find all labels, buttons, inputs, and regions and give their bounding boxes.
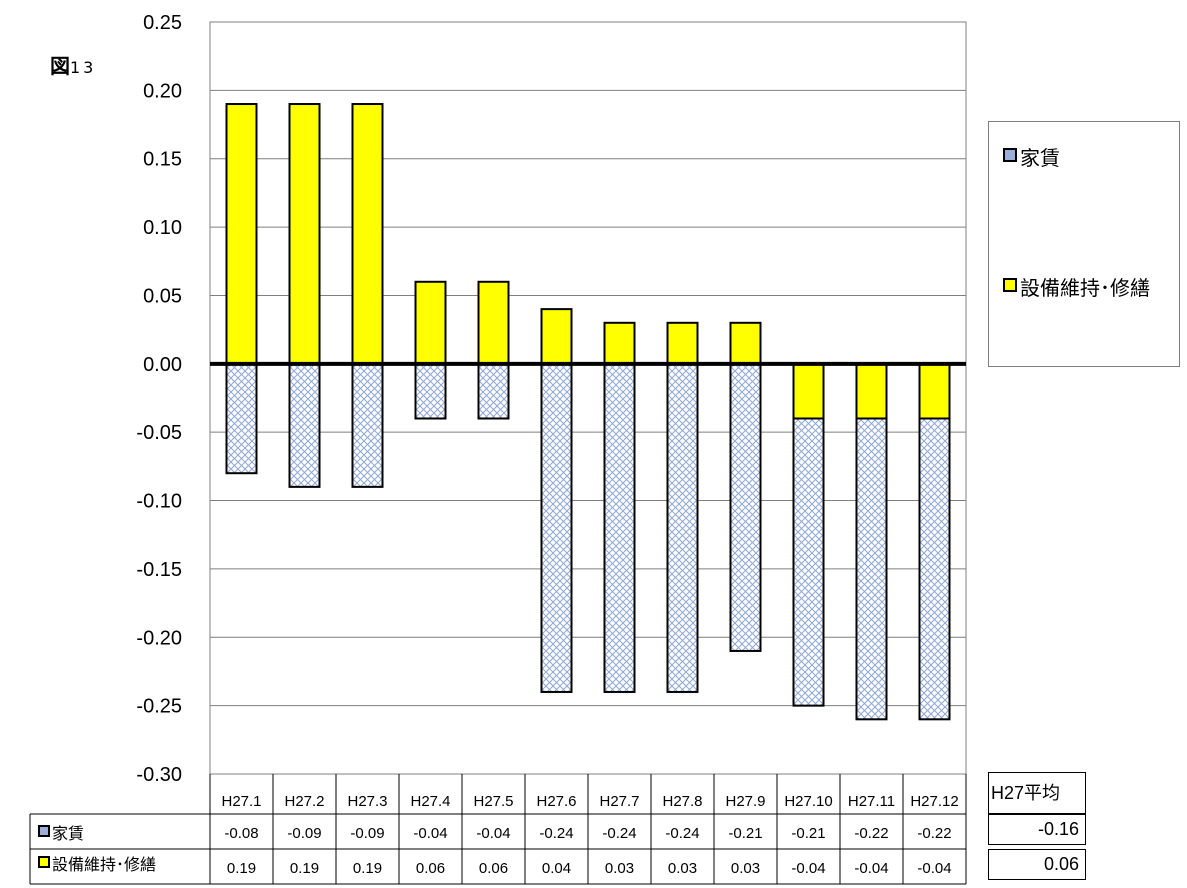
bar-rent bbox=[351, 362, 384, 488]
table-cell-maintenance: 0.19 bbox=[290, 860, 319, 877]
bar-rent bbox=[540, 362, 573, 693]
bar-rent bbox=[792, 417, 825, 707]
bar-rent bbox=[918, 417, 951, 721]
x-category-label: H27.7 bbox=[599, 793, 639, 810]
y-tick-label: -0.30 bbox=[136, 764, 182, 786]
y-tick-label: -0.25 bbox=[136, 696, 182, 718]
bar-rent bbox=[477, 362, 510, 420]
table-cell-rent: -0.08 bbox=[224, 825, 258, 842]
y-tick-label: 0.10 bbox=[143, 217, 182, 239]
table-cell-maintenance: 0.03 bbox=[605, 860, 634, 877]
table-cell-rent: -0.21 bbox=[791, 825, 825, 842]
maintenance-swatch-icon bbox=[38, 856, 50, 868]
bar-rent bbox=[288, 362, 321, 488]
y-tick-label: -0.05 bbox=[136, 422, 182, 444]
legend-item-rent: 家賃 bbox=[1003, 144, 1173, 172]
y-tick-label: 0.05 bbox=[143, 285, 182, 307]
figure-label: 図13 bbox=[50, 54, 97, 78]
data-table: H27.1 -0.08 0.19 H27.2 -0.09 0.19 H27.3 -0.09 0.… bbox=[29, 774, 967, 885]
bar-maintenance bbox=[477, 280, 510, 365]
table-cell-rent: -0.24 bbox=[602, 825, 636, 842]
bar-maintenance bbox=[729, 321, 762, 365]
bar-maintenance bbox=[603, 321, 636, 365]
y-tick-label: 0.25 bbox=[143, 12, 182, 34]
maintenance-swatch-icon bbox=[1003, 278, 1017, 292]
gridlines bbox=[210, 21, 966, 775]
x-category-label: H27.11 bbox=[848, 793, 895, 810]
bar-rent bbox=[225, 362, 258, 475]
x-category-label: H27.12 bbox=[910, 793, 958, 810]
table-cell-rent: -0.24 bbox=[539, 825, 573, 842]
rent-swatch-icon bbox=[38, 825, 50, 837]
bar-maintenance bbox=[351, 103, 384, 365]
plot-area bbox=[209, 21, 967, 775]
table-cell-rent: -0.21 bbox=[728, 825, 762, 842]
y-tick-label: -0.15 bbox=[136, 559, 182, 581]
table-cell-rent: -0.04 bbox=[476, 825, 510, 842]
x-category-label: H27.3 bbox=[347, 793, 387, 810]
table-cell-maintenance: -0.04 bbox=[854, 860, 888, 877]
bar-maintenance bbox=[918, 362, 951, 420]
y-tick-label: 0.00 bbox=[143, 354, 182, 376]
table-cell-rent: -0.22 bbox=[917, 825, 951, 842]
x-category-label: H27.8 bbox=[662, 793, 702, 810]
bar-maintenance bbox=[855, 362, 888, 420]
bar-maintenance bbox=[540, 308, 573, 365]
x-category-label: H27.4 bbox=[410, 793, 450, 810]
x-category-label: H27.6 bbox=[536, 793, 576, 810]
x-category-label: H27.9 bbox=[725, 793, 765, 810]
table-cell-rent: -0.09 bbox=[287, 825, 321, 842]
table-cell-maintenance: 0.04 bbox=[542, 860, 571, 877]
table-cell-rent: -0.24 bbox=[665, 825, 699, 842]
average-rent: -0.16 bbox=[988, 814, 1086, 845]
legend-item-maintenance: 設備維持･修繕 bbox=[1003, 274, 1173, 302]
bars bbox=[225, 103, 951, 721]
y-tick-label: -0.10 bbox=[136, 491, 182, 513]
table-cell-rent: -0.04 bbox=[413, 825, 447, 842]
x-category-label: H27.1 bbox=[221, 793, 261, 810]
table-cell-maintenance: 0.19 bbox=[227, 860, 256, 877]
bar-rent bbox=[729, 362, 762, 652]
table-cell-maintenance: 0.19 bbox=[353, 860, 382, 877]
x-category-label: H27.5 bbox=[473, 793, 513, 810]
y-axis-ticks: 0.25 0.20 0.15 0.10 0.05 0.00 -0.05 -0.10 -0.15 -… bbox=[136, 12, 182, 786]
table-cell-maintenance: 0.06 bbox=[416, 860, 445, 877]
table-cell-rent: -0.09 bbox=[350, 825, 384, 842]
bar-maintenance bbox=[792, 362, 825, 420]
x-category-label: H27.10 bbox=[784, 793, 832, 810]
table-cell-maintenance: 0.03 bbox=[668, 860, 697, 877]
table-cell-maintenance: 0.03 bbox=[731, 860, 760, 877]
table-cell-maintenance: -0.04 bbox=[917, 860, 951, 877]
y-tick-label: -0.20 bbox=[136, 627, 182, 649]
bar-maintenance bbox=[225, 103, 258, 365]
bar-rent bbox=[603, 362, 636, 693]
bar-rent bbox=[666, 362, 699, 693]
table-cell-maintenance: -0.04 bbox=[791, 860, 825, 877]
bar-maintenance bbox=[666, 321, 699, 365]
bar-rent bbox=[414, 362, 447, 420]
bar-rent bbox=[855, 417, 888, 721]
table-cell-maintenance: 0.06 bbox=[479, 860, 508, 877]
y-tick-label: 0.20 bbox=[143, 80, 182, 102]
x-category-label: H27.2 bbox=[284, 793, 324, 810]
legend: 家賃 設備維持･修繕 bbox=[988, 121, 1180, 367]
table-row-label-maintenance: 設備維持･修繕 bbox=[38, 849, 210, 880]
average-header: H27平均 bbox=[988, 772, 1086, 814]
rent-swatch-icon bbox=[1003, 148, 1017, 162]
table-row-label-rent: 家賃 bbox=[38, 818, 210, 849]
bar-maintenance bbox=[288, 103, 321, 365]
y-tick-label: 0.15 bbox=[143, 149, 182, 171]
bar-maintenance bbox=[414, 280, 447, 365]
average-maintenance: 0.06 bbox=[988, 849, 1086, 880]
table-cell-rent: -0.22 bbox=[854, 825, 888, 842]
